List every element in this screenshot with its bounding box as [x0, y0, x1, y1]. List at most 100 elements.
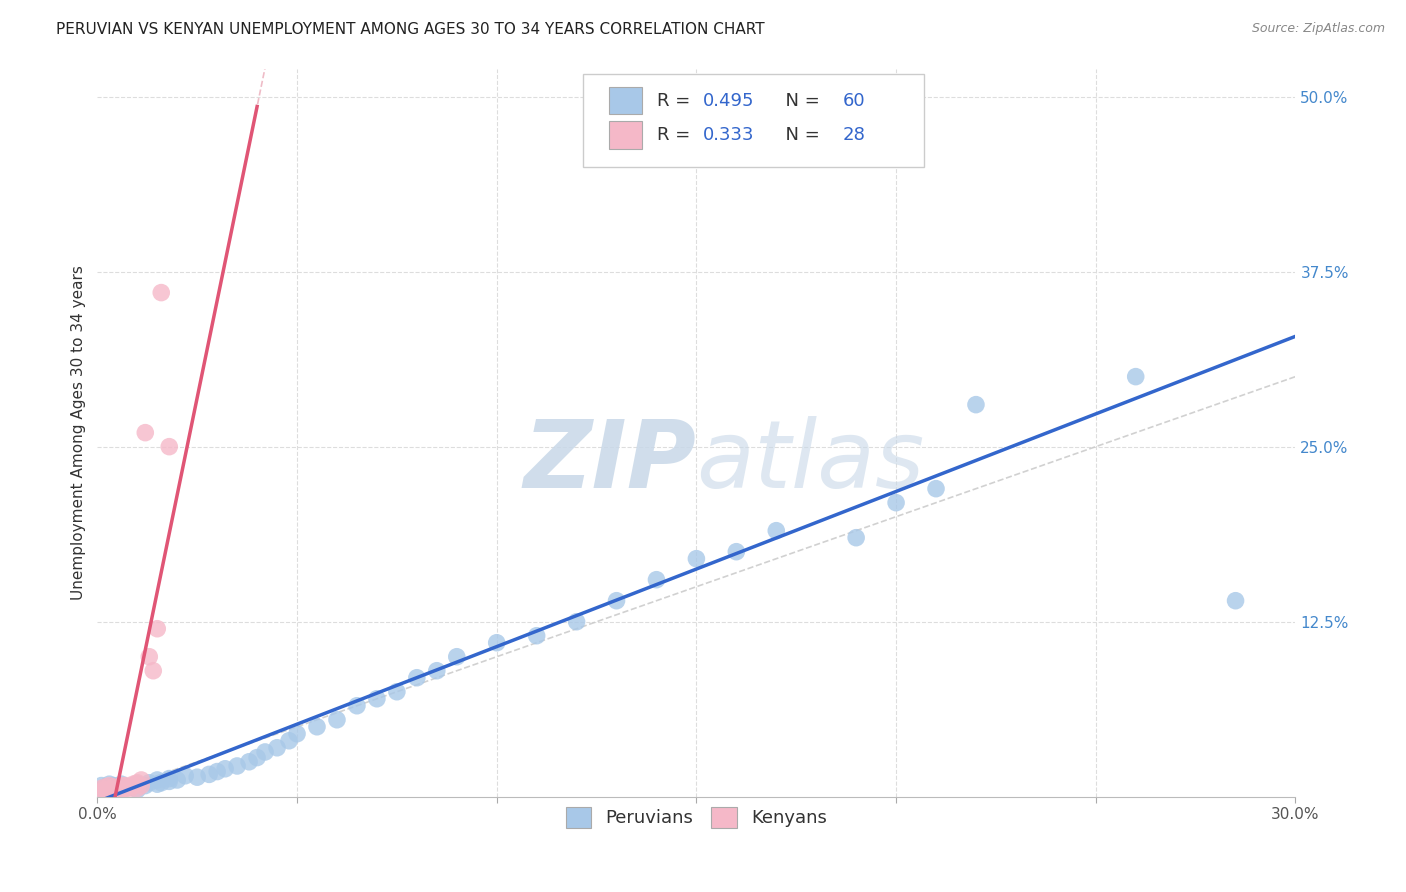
Point	[884, 496, 907, 510]
Point	[157, 772, 180, 786]
Point	[90, 782, 112, 797]
Point	[134, 425, 156, 440]
Point	[129, 779, 152, 793]
Point	[118, 780, 141, 794]
Text: N =: N =	[775, 92, 825, 110]
Point	[110, 777, 132, 791]
Point	[142, 664, 165, 678]
Point	[94, 780, 117, 794]
FancyBboxPatch shape	[582, 74, 924, 167]
Point	[485, 636, 508, 650]
Point	[122, 779, 145, 793]
Point	[157, 440, 180, 454]
Point	[110, 782, 132, 797]
Point	[110, 779, 132, 793]
Point	[174, 769, 197, 783]
Point	[385, 684, 408, 698]
Point	[122, 777, 145, 791]
Point	[129, 772, 152, 787]
Point	[98, 782, 121, 797]
Point	[366, 691, 388, 706]
Point	[118, 782, 141, 797]
Text: ZIP: ZIP	[523, 416, 696, 508]
Point	[90, 784, 112, 798]
Point	[405, 671, 427, 685]
Point	[146, 622, 169, 636]
Bar	[609, 87, 643, 114]
Point	[214, 762, 236, 776]
Text: atlas: atlas	[696, 417, 925, 508]
Point	[105, 784, 128, 798]
Point	[285, 727, 308, 741]
Point	[565, 615, 588, 629]
Point	[127, 781, 149, 796]
Point	[90, 779, 112, 793]
Point	[166, 772, 188, 787]
Point	[645, 573, 668, 587]
Point	[103, 779, 125, 793]
Text: 0.495: 0.495	[703, 92, 754, 110]
Point	[765, 524, 787, 538]
Y-axis label: Unemployment Among Ages 30 to 34 years: Unemployment Among Ages 30 to 34 years	[72, 265, 86, 600]
Text: 60: 60	[842, 92, 865, 110]
Point	[346, 698, 368, 713]
Point	[94, 784, 117, 798]
Point	[238, 755, 260, 769]
Point	[90, 781, 112, 796]
Text: PERUVIAN VS KENYAN UNEMPLOYMENT AMONG AGES 30 TO 34 YEARS CORRELATION CHART: PERUVIAN VS KENYAN UNEMPLOYMENT AMONG AG…	[56, 22, 765, 37]
Text: N =: N =	[775, 126, 825, 144]
Point	[138, 649, 160, 664]
Point	[110, 782, 132, 797]
Point	[186, 770, 208, 784]
Text: 28: 28	[842, 126, 866, 144]
Bar	[609, 121, 643, 149]
Point	[134, 779, 156, 793]
Point	[1225, 593, 1247, 607]
Point	[98, 779, 121, 793]
Point	[198, 767, 221, 781]
Point	[103, 781, 125, 796]
Point	[94, 784, 117, 798]
Point	[965, 398, 987, 412]
Point	[98, 782, 121, 797]
Point	[94, 780, 117, 794]
Point	[157, 774, 180, 789]
Point	[526, 629, 548, 643]
Point	[114, 781, 136, 796]
Text: R =: R =	[657, 92, 696, 110]
Point	[146, 772, 169, 787]
Point	[326, 713, 349, 727]
Point	[1125, 369, 1147, 384]
Point	[127, 782, 149, 797]
Point	[606, 593, 628, 607]
Point	[127, 776, 149, 790]
Point	[205, 764, 228, 779]
Point	[865, 145, 887, 160]
Point	[103, 780, 125, 794]
Point	[105, 784, 128, 798]
Text: R =: R =	[657, 126, 696, 144]
Point	[127, 777, 149, 791]
Point	[105, 781, 128, 796]
Point	[150, 776, 173, 790]
Point	[278, 733, 301, 747]
Point	[305, 720, 328, 734]
Point	[845, 531, 868, 545]
Point	[98, 777, 121, 791]
Point	[426, 664, 449, 678]
Text: 0.333: 0.333	[703, 126, 754, 144]
Point	[725, 544, 748, 558]
Point	[226, 759, 249, 773]
Point	[254, 745, 277, 759]
Point	[138, 776, 160, 790]
Text: Source: ZipAtlas.com: Source: ZipAtlas.com	[1251, 22, 1385, 36]
Legend: Peruvians, Kenyans: Peruvians, Kenyans	[558, 800, 834, 835]
Point	[685, 551, 707, 566]
Point	[150, 285, 173, 300]
Point	[114, 779, 136, 793]
Point	[118, 780, 141, 794]
Point	[105, 780, 128, 794]
Point	[114, 781, 136, 796]
Point	[122, 779, 145, 793]
Point	[146, 777, 169, 791]
